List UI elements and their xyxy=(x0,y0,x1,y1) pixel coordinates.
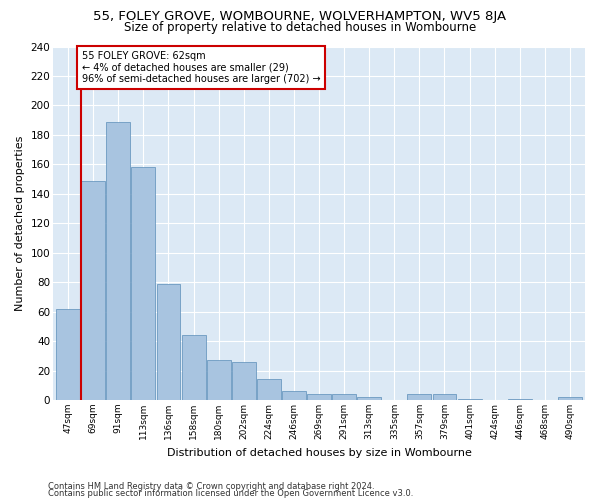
Bar xyxy=(508,398,532,400)
Bar xyxy=(56,308,80,400)
Bar xyxy=(282,391,306,400)
Bar xyxy=(207,360,230,400)
Bar xyxy=(307,394,331,400)
Bar xyxy=(433,394,457,400)
X-axis label: Distribution of detached houses by size in Wombourne: Distribution of detached houses by size … xyxy=(167,448,472,458)
Bar xyxy=(407,394,431,400)
Text: Contains public sector information licensed under the Open Government Licence v3: Contains public sector information licen… xyxy=(48,489,413,498)
Text: Contains HM Land Registry data © Crown copyright and database right 2024.: Contains HM Land Registry data © Crown c… xyxy=(48,482,374,491)
Text: 55, FOLEY GROVE, WOMBOURNE, WOLVERHAMPTON, WV5 8JA: 55, FOLEY GROVE, WOMBOURNE, WOLVERHAMPTO… xyxy=(94,10,506,23)
Bar xyxy=(558,397,582,400)
Bar xyxy=(332,394,356,400)
Bar xyxy=(106,122,130,400)
Y-axis label: Number of detached properties: Number of detached properties xyxy=(15,136,25,311)
Bar xyxy=(157,284,181,400)
Bar xyxy=(182,335,206,400)
Bar xyxy=(232,362,256,400)
Bar xyxy=(358,397,381,400)
Text: Size of property relative to detached houses in Wombourne: Size of property relative to detached ho… xyxy=(124,21,476,34)
Bar xyxy=(458,398,482,400)
Bar xyxy=(82,180,105,400)
Bar xyxy=(131,168,155,400)
Bar xyxy=(257,380,281,400)
Text: 55 FOLEY GROVE: 62sqm
← 4% of detached houses are smaller (29)
96% of semi-detac: 55 FOLEY GROVE: 62sqm ← 4% of detached h… xyxy=(82,51,320,84)
